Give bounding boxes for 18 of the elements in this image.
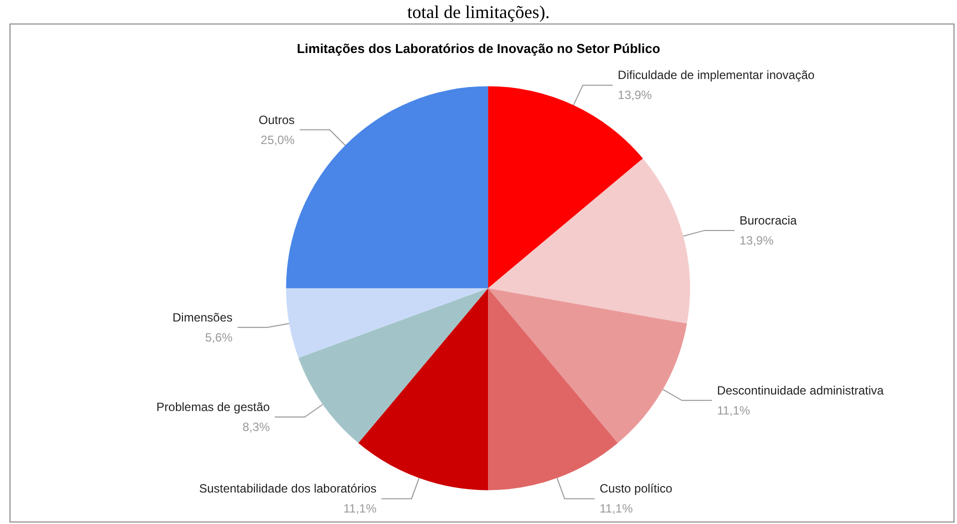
slice-label: Problemas de gestão	[156, 400, 270, 414]
data-label: 11,1%	[600, 502, 634, 516]
slice-label: Dimensões	[172, 310, 233, 324]
data-label: 25,0%	[260, 132, 295, 147]
data-label: 11,1%	[716, 403, 750, 418]
slice-label: Burocracia	[740, 213, 798, 228]
text: total de limitações).	[407, 2, 550, 22]
data-label: 11,1%	[343, 502, 377, 516]
data-label: 8,3%	[242, 420, 270, 434]
slice-label: Custo político	[600, 482, 673, 496]
data-label: 5,6%	[205, 330, 233, 344]
slice-label: Outros	[258, 112, 295, 127]
data-label: 13,9%	[740, 233, 774, 248]
chart-title: Limitações dos Laboratórios de Inovação no Setor Público	[296, 41, 660, 56]
data-label: 13,9%	[618, 88, 652, 102]
slice-label: Descontinuidade administrativa	[716, 383, 884, 398]
slice-label: Sustentabilidade dos laboratórios	[199, 482, 377, 496]
slice-label: Dificuldade de implementar inovação	[618, 68, 815, 82]
